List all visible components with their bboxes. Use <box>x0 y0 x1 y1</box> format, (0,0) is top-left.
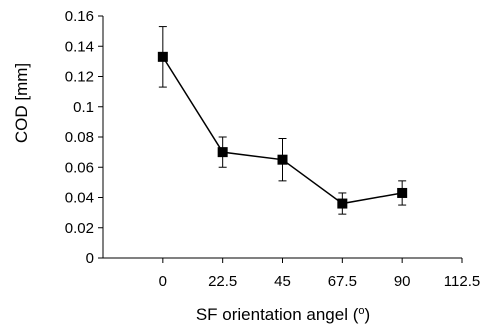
data-point <box>397 187 408 198</box>
data-point <box>277 154 288 165</box>
x-axis-label-close: ) <box>365 305 371 324</box>
x-tick-label: 22.5 <box>208 273 237 290</box>
y-tick-label: 0.08 <box>65 129 94 146</box>
x-axis-label: SF orientation angel (o) <box>196 305 370 324</box>
y-tick-label: 0.14 <box>65 38 94 55</box>
axes <box>102 16 462 259</box>
x-tick-label: 90 <box>394 273 411 290</box>
y-tick-label: 0.12 <box>65 69 94 86</box>
data-point <box>217 147 228 158</box>
data-point <box>157 51 168 62</box>
x-axis-ticks: 0 22.5 45 67.5 90 112.5 <box>159 258 480 290</box>
y-tick-label: 0.1 <box>73 99 94 116</box>
y-tick-label: 0 <box>86 250 94 267</box>
x-axis-label-text: SF orientation angel ( <box>196 305 359 324</box>
plot-area <box>157 26 408 215</box>
y-tick-label: 0.06 <box>65 159 94 176</box>
x-axis-label-unit: o <box>358 305 364 317</box>
y-axis-ticks: 0 0.02 0.04 0.06 0.08 0.1 0.12 0.14 0.16 <box>65 8 103 267</box>
y-axis-label: COD [mm] <box>12 63 31 143</box>
x-tick-label: 67.5 <box>328 273 357 290</box>
x-tick-label: 0 <box>159 273 167 290</box>
y-tick-label: 0.04 <box>65 190 94 207</box>
x-tick-label: 45 <box>274 273 291 290</box>
data-point <box>337 198 348 209</box>
y-tick-label: 0.16 <box>65 8 94 25</box>
series-line <box>162 56 403 205</box>
y-tick-label: 0.02 <box>65 220 94 237</box>
x-tick-label: 112.5 <box>444 273 480 290</box>
